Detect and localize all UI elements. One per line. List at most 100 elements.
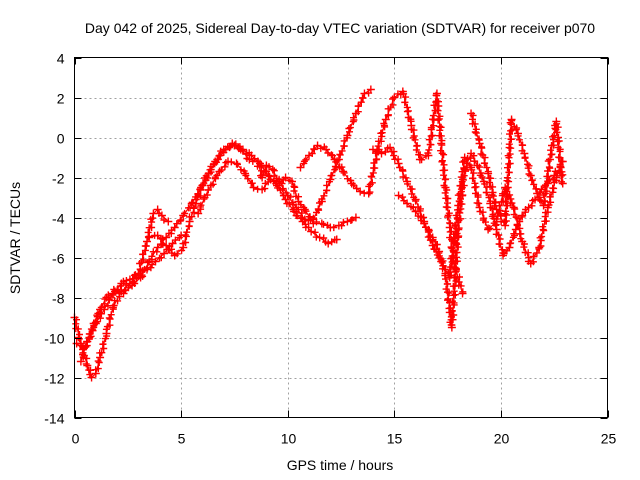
trail-mark [425,146,433,154]
trail-mark [553,129,560,136]
trail-mark [289,201,297,209]
x-axis-title: GPS time / hours [287,457,394,473]
data-point [390,93,399,102]
trail-mark [559,171,567,179]
trail-mark [312,233,320,241]
trail-mark [139,250,147,258]
trail-mark [518,213,526,221]
trail-mark [517,235,525,243]
trail-mark [471,128,479,136]
trail-mark [365,89,373,97]
trail-mark [381,148,389,156]
data-point [317,219,326,228]
trail-mark [294,206,302,214]
trail-mark [470,169,478,177]
trail-mark [282,189,290,197]
trail-mark [343,134,351,142]
plot-frame [74,57,608,418]
trail-mark [469,174,477,182]
trail-mark [222,159,230,167]
series-sat-e [194,85,375,224]
trail-mark [514,132,522,140]
trail-mark [204,174,212,182]
trail-mark [168,226,176,234]
trail-mark [226,143,234,151]
trail-mark [450,287,458,295]
trail-mark [260,168,268,176]
y-tick-label: -14 [44,411,64,427]
trail-mark [510,230,518,238]
trail-mark [556,154,564,162]
trail-mark [131,280,139,287]
trail-mark [97,304,105,311]
trail-mark [558,178,565,186]
trail-mark [538,233,546,241]
x-tick-label: 0 [72,431,80,447]
trail-mark [98,349,106,357]
trail-mark [182,239,190,246]
trail-mark [254,185,262,193]
trail-mark [389,95,397,103]
trail-mark [445,289,453,297]
data-point [526,171,535,180]
trail-mark [94,357,102,365]
trail-mark [141,242,149,250]
trail-mark [429,115,436,123]
trail-mark [444,203,452,211]
trail-mark [426,232,434,240]
series-sat-i [467,109,567,230]
trail-mark [175,234,183,242]
trail-mark [240,167,248,175]
trail-mark [542,181,549,189]
trail-mark [181,209,189,217]
trail-mark [316,199,323,207]
trail-mark [541,197,548,205]
trail-mark [95,359,103,366]
trail-mark [290,187,298,195]
trail-mark [400,197,408,205]
trail-mark [410,193,418,201]
trail-mark [409,203,417,211]
trail-mark [345,125,353,132]
trail-mark [75,334,82,341]
trail-mark [325,178,333,186]
tick-layer [74,57,609,419]
trail-mark [443,280,451,288]
trail-mark [399,167,407,175]
trail-mark [448,307,456,315]
trail-mark [503,247,511,255]
trail-mark [125,284,132,292]
trail-mark [438,141,446,149]
trail-mark [530,253,538,261]
series-sat-f [296,87,467,298]
trail-mark [354,102,362,110]
trail-mark [457,282,465,290]
trail-mark [518,147,526,155]
data-point [550,171,559,180]
data-point [83,361,92,370]
trail-mark [507,239,515,247]
trail-mark [459,288,467,296]
trail-mark [490,215,498,223]
trail-mark [350,181,358,189]
trail-mark [472,129,480,137]
trail-mark [451,263,459,271]
trail-mark [444,213,452,221]
trail-mark [213,171,221,179]
data-point [307,227,316,236]
trail-mark [188,213,196,221]
trail-mark [295,193,302,201]
trail-mark [453,229,461,237]
trail-mark [504,164,511,172]
trail-mark [455,224,463,232]
trail-mark [426,141,434,148]
trail-mark [185,222,193,230]
trail-mark [133,275,141,283]
trail-mark [504,184,512,191]
trail-mark [491,202,499,210]
trail-mark [486,197,494,205]
trail-mark [99,340,107,348]
trail-mark [79,349,87,357]
trail-mark [496,240,504,248]
y-tick-label: -12 [44,371,64,387]
